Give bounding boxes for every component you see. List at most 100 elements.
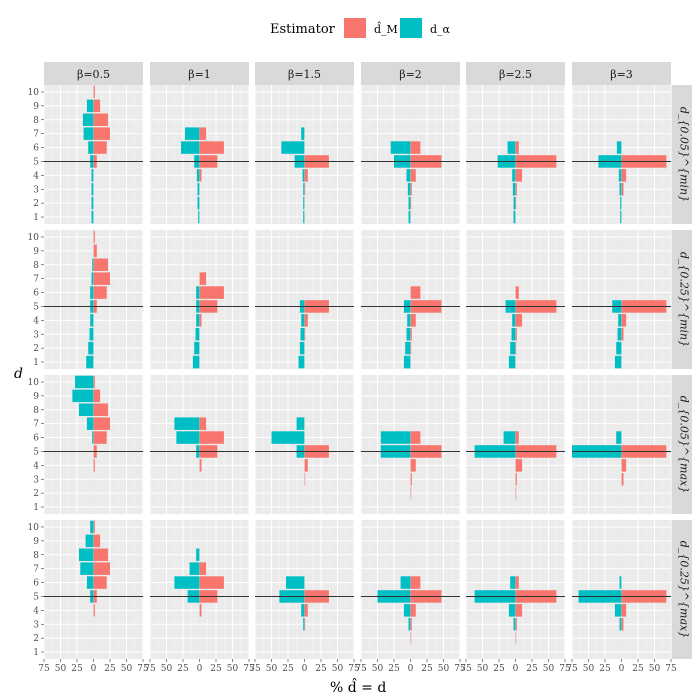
bar-dhat-m	[410, 182, 412, 196]
bar-dhat-m	[515, 631, 517, 645]
panel	[465, 85, 566, 224]
bar-d-alpha	[184, 127, 200, 140]
y-tick-label: 7	[33, 130, 39, 140]
x-tick-label: 0	[91, 664, 97, 674]
bar-dhat-m	[304, 169, 308, 182]
bar-d-alpha	[407, 182, 411, 196]
bar-d-alpha	[303, 182, 305, 196]
x-tick-label: 75	[355, 664, 367, 674]
bar-dhat-m	[199, 562, 207, 575]
y-tick-label: 1	[33, 648, 39, 658]
bar-d-alpha	[90, 286, 94, 299]
bar-dhat-m	[410, 327, 412, 341]
x-tick-label: 75	[665, 664, 677, 674]
y-tick-label: 10	[28, 378, 40, 388]
bar-d-alpha	[78, 403, 94, 417]
x-tick-label: 25	[177, 664, 189, 674]
bar-d-alpha	[197, 196, 200, 210]
x-tick-label: 50	[266, 664, 278, 674]
panel	[571, 520, 672, 659]
bar-d-alpha	[86, 99, 94, 113]
x-tick-label: 50	[649, 664, 661, 674]
column-strip-label: β=1	[188, 68, 211, 81]
bar-d-alpha	[90, 314, 94, 327]
panel	[149, 375, 250, 514]
bar-d-alpha	[82, 113, 94, 127]
x-tick-label: 50	[583, 664, 595, 674]
y-tick-label: 6	[33, 144, 39, 154]
bar-d-alpha	[176, 431, 200, 444]
bar-dhat-m	[93, 272, 110, 285]
panel	[43, 85, 144, 224]
bar-d-alpha	[406, 327, 411, 341]
legend-key-red	[344, 18, 366, 38]
row-strip	[669, 230, 692, 369]
bar-d-alpha	[196, 548, 200, 562]
bar-dhat-m	[93, 403, 109, 417]
panel	[571, 230, 672, 369]
bar-d-alpha	[408, 196, 411, 210]
x-tick-label: 75	[460, 664, 472, 674]
x-tick-label: 25	[599, 664, 611, 674]
column-strip	[361, 62, 460, 85]
bar-dhat-m	[410, 486, 412, 500]
bar-d-alpha	[513, 196, 516, 210]
bar-dhat-m	[93, 127, 110, 140]
bar-dhat-m	[410, 576, 421, 589]
x-tick-label: 25	[493, 664, 505, 674]
bar-dhat-m	[621, 472, 624, 486]
y-tick-label: 2	[33, 489, 39, 499]
bar-dhat-m	[304, 314, 308, 327]
bar-dhat-m	[199, 286, 224, 299]
bar-dhat-m	[304, 617, 306, 631]
y-tick-label: 6	[33, 434, 39, 444]
bar-dhat-m	[410, 459, 416, 472]
y-tick-label: 1	[33, 503, 39, 513]
column-strip-label: β=0.5	[77, 68, 110, 81]
bar-d-alpha	[507, 141, 516, 154]
x-tick-label: 50	[372, 664, 384, 674]
x-tick-label: 25	[71, 664, 83, 674]
bar-d-alpha	[300, 327, 305, 341]
bar-dhat-m	[93, 548, 109, 562]
bar-d-alpha	[78, 548, 94, 562]
bar-dhat-m	[304, 327, 306, 341]
bar-d-alpha	[174, 417, 200, 430]
bar-dhat-m	[93, 431, 107, 444]
bar-d-alpha	[400, 576, 411, 589]
bar-d-alpha	[181, 141, 200, 154]
bar-dhat-m	[621, 617, 624, 631]
legend-key-teal	[400, 18, 422, 38]
bar-d-alpha	[88, 141, 94, 154]
x-tick-label: 75	[137, 664, 149, 674]
panel	[465, 375, 566, 514]
bar-dhat-m	[93, 113, 109, 127]
x-tick-label: 50	[477, 664, 489, 674]
panels: β=0.5 β=1 β=1.5 β=2 β=2.5 β=3 d_{0.05}^{min} d_…	[28, 62, 692, 674]
y-tick-label: 9	[33, 102, 39, 112]
bar-d-alpha	[302, 169, 305, 182]
bar-dhat-m	[515, 141, 519, 154]
bar-d-alpha	[303, 196, 305, 210]
bar-d-alpha	[513, 617, 516, 631]
x-tick-label: 25	[282, 664, 294, 674]
bar-dhat-m	[621, 604, 627, 617]
bar-d-alpha	[296, 417, 305, 430]
panel	[465, 230, 566, 369]
panel	[43, 520, 144, 659]
bar-d-alpha	[192, 355, 200, 369]
row-strip-label: d_{0.25}^{max}	[678, 541, 691, 638]
bar-dhat-m	[410, 617, 412, 631]
bar-d-alpha	[301, 127, 305, 140]
x-tick-label: 75	[566, 664, 578, 674]
bar-d-alpha	[174, 576, 200, 589]
bar-d-alpha	[88, 341, 94, 355]
column-strip	[466, 62, 565, 85]
bar-d-alpha	[196, 314, 200, 327]
bar-dhat-m	[199, 127, 207, 140]
x-axis-title: % d̂ = d	[330, 677, 386, 696]
bar-dhat-m	[515, 576, 519, 589]
bar-d-alpha	[91, 196, 94, 210]
bar-d-alpha	[618, 314, 622, 327]
bar-dhat-m	[515, 604, 523, 617]
